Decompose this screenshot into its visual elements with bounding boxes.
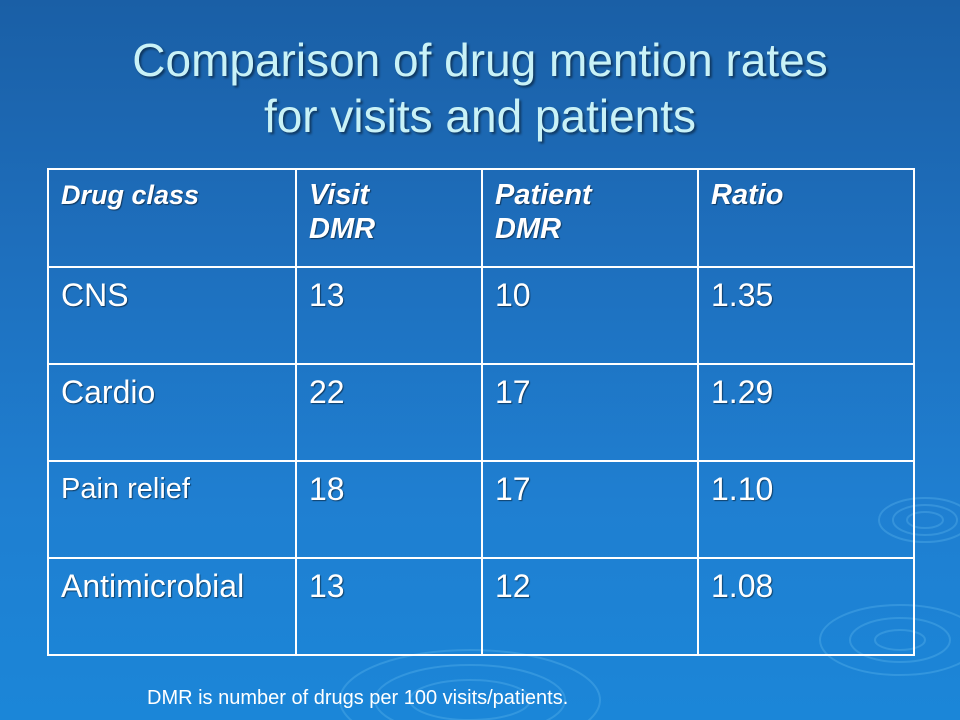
cell-drug-class: Cardio bbox=[47, 363, 297, 462]
title-line-1: Comparison of drug mention rates bbox=[132, 34, 828, 86]
cell-ratio: 1.08 bbox=[697, 557, 915, 656]
header-drug-class-line1: Drug class bbox=[61, 180, 200, 210]
cell-ratio: 1.29 bbox=[697, 363, 915, 462]
header-ratio: Ratio bbox=[697, 168, 915, 268]
cell-patient-dmr: 10 bbox=[481, 266, 699, 365]
header-ratio-line1: Ratio bbox=[711, 179, 784, 211]
slide-title: Comparison of drug mention rates for vis… bbox=[40, 32, 920, 144]
cell-drug-class: Pain relief bbox=[47, 460, 297, 559]
cell-ratio: 1.35 bbox=[697, 266, 915, 365]
cell-drug-class: CNS bbox=[47, 266, 297, 365]
table-header-row: Drug class Visit DMR Patient DMR Ratio bbox=[47, 168, 915, 268]
table-row: Cardio 22 17 1.29 bbox=[47, 363, 915, 462]
cell-ratio: 1.10 bbox=[697, 460, 915, 559]
cell-visit-dmr: 13 bbox=[295, 266, 483, 365]
header-drug-class: Drug class bbox=[47, 168, 297, 268]
cell-visit-dmr: 13 bbox=[295, 557, 483, 656]
drug-mention-rate-table: Drug class Visit DMR Patient DMR Ratio C… bbox=[47, 168, 915, 656]
table-row: CNS 13 10 1.35 bbox=[47, 266, 915, 365]
table-row: Antimicrobial 13 12 1.08 bbox=[47, 557, 915, 656]
header-visit-dmr-line2: DMR bbox=[309, 213, 376, 245]
cell-visit-dmr: 22 bbox=[295, 363, 483, 462]
header-patient-dmr-line2: DMR bbox=[495, 213, 562, 245]
header-visit-dmr: Visit DMR bbox=[295, 168, 483, 268]
footnote: DMR is number of drugs per 100 visits/pa… bbox=[147, 687, 569, 709]
cell-patient-dmr: 17 bbox=[481, 363, 699, 462]
cell-visit-dmr: 18 bbox=[295, 460, 483, 559]
header-patient-dmr-line1: Patient bbox=[495, 179, 592, 211]
table-row: Pain relief 18 17 1.10 bbox=[47, 460, 915, 559]
cell-drug-class: Antimicrobial bbox=[47, 557, 297, 656]
header-visit-dmr-line1: Visit bbox=[309, 179, 370, 211]
cell-patient-dmr: 12 bbox=[481, 557, 699, 656]
title-line-2: for visits and patients bbox=[263, 90, 697, 142]
cell-patient-dmr: 17 bbox=[481, 460, 699, 559]
header-patient-dmr: Patient DMR bbox=[481, 168, 699, 268]
